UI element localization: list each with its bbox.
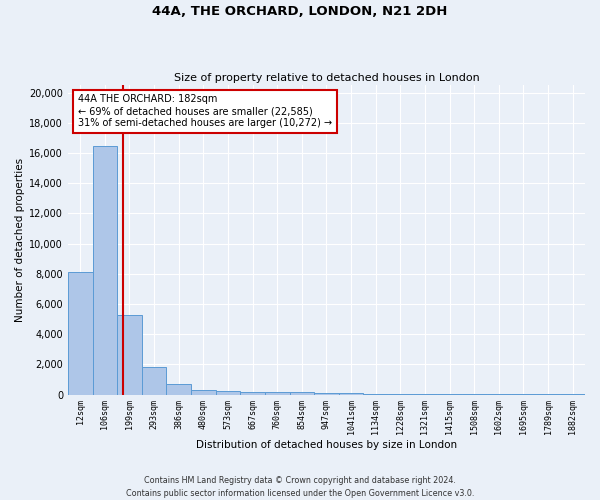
Bar (166, 384, 191, 394)
Text: 44A THE ORCHARD: 182sqm
← 69% of detached houses are smaller (22,585)
31% of sem: 44A THE ORCHARD: 182sqm ← 69% of detache… (78, 94, 332, 128)
Bar (117, 314, 142, 394)
Y-axis label: Number of detached properties: Number of detached properties (15, 158, 25, 322)
Bar (68, 272, 92, 394)
Text: 44A, THE ORCHARD, LONDON, N21 2DH: 44A, THE ORCHARD, LONDON, N21 2DH (152, 5, 448, 18)
Title: Size of property relative to detached houses in London: Size of property relative to detached ho… (173, 73, 479, 83)
Bar (290, 392, 314, 394)
Bar (142, 366, 166, 394)
Bar (314, 393, 339, 394)
Bar (191, 390, 215, 394)
Bar (92, 146, 117, 394)
Text: Contains HM Land Registry data © Crown copyright and database right 2024.
Contai: Contains HM Land Registry data © Crown c… (126, 476, 474, 498)
Bar (215, 391, 240, 394)
Bar (265, 392, 290, 394)
Bar (240, 392, 265, 394)
X-axis label: Distribution of detached houses by size in London: Distribution of detached houses by size … (196, 440, 457, 450)
